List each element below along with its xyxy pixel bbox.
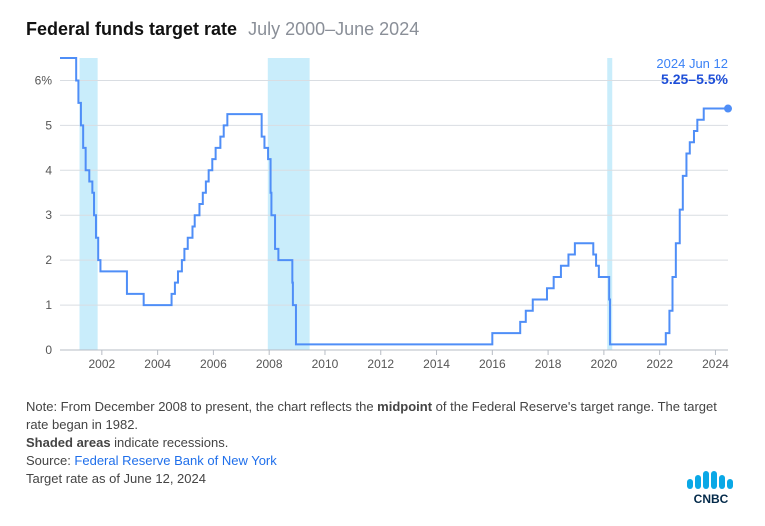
- svg-text:CNBC: CNBC: [694, 492, 729, 505]
- y-tick-label: 6%: [35, 73, 53, 87]
- note-bold-midpoint: midpoint: [377, 399, 432, 414]
- callout-value: 5.25–5.5%: [661, 71, 728, 87]
- x-tick-label: 2024: [702, 357, 729, 371]
- chart-title: Federal funds target rate: [26, 19, 237, 39]
- y-tick-label: 2: [45, 253, 52, 267]
- y-tick-label: 4: [45, 163, 52, 177]
- as-of-line: Target rate as of June 12, 2024: [26, 470, 739, 488]
- note-text-suffix: indicate recessions.: [111, 435, 229, 450]
- x-tick-label: 2022: [646, 357, 673, 371]
- x-tick-label: 2006: [200, 357, 227, 371]
- x-tick-label: 2010: [312, 357, 339, 371]
- source-label: Source:: [26, 453, 74, 468]
- x-tick-label: 2014: [423, 357, 450, 371]
- x-tick-label: 2020: [591, 357, 618, 371]
- y-tick-label: 5: [45, 118, 52, 132]
- source-link[interactable]: Federal Reserve Bank of New York: [74, 453, 276, 468]
- recession-band: [268, 58, 310, 350]
- end-dot: [724, 105, 732, 113]
- note-text-prefix: Note: From December 2008 to present, the…: [26, 399, 377, 414]
- cnbc-logo: CNBC: [683, 469, 739, 510]
- x-tick-label: 2002: [88, 357, 115, 371]
- y-tick-label: 3: [45, 208, 52, 222]
- x-tick-label: 2012: [367, 357, 394, 371]
- x-tick-label: 2016: [479, 357, 506, 371]
- x-tick-label: 2008: [256, 357, 283, 371]
- chart-title-row: Federal funds target rate July 2000–June…: [26, 18, 739, 40]
- x-tick-label: 2004: [144, 357, 171, 371]
- callout-date: 2024 Jun 12: [656, 56, 728, 71]
- y-tick-label: 1: [45, 298, 52, 312]
- x-tick-label: 2018: [535, 357, 562, 371]
- chart-subtitle: July 2000–June 2024: [248, 19, 419, 39]
- note-bold-shaded: Shaded areas: [26, 435, 111, 450]
- source-line: Source: Federal Reserve Bank of New York: [26, 452, 739, 470]
- fed-funds-chart: 0 1 2 3 4 5 6% 2002 2004 2006 2008 2010 2012 2014 2016…: [26, 48, 739, 388]
- chart-note: Note: From December 2008 to present, the…: [26, 398, 739, 452]
- y-tick-label: 0: [45, 343, 52, 357]
